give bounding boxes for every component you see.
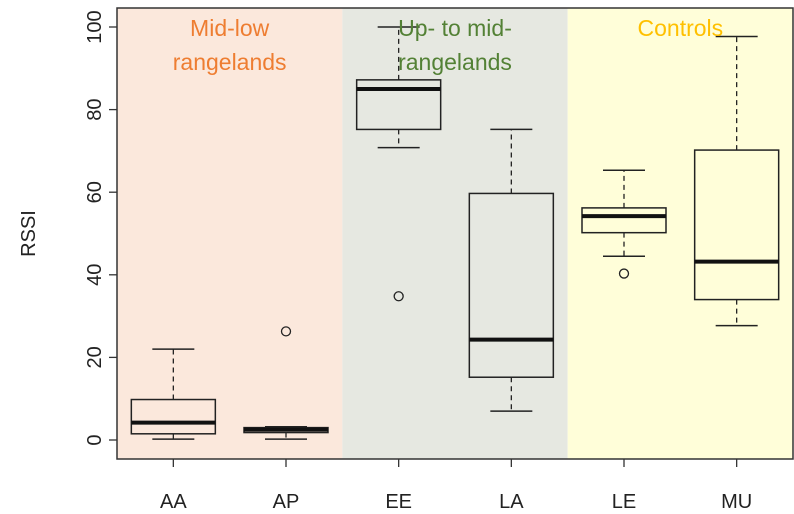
box-iqr [130, 398, 217, 435]
x-tick-label: EE [385, 491, 412, 513]
region-label: rangelands [398, 49, 512, 75]
x-tick-label: AP [273, 491, 300, 513]
region-labels: Mid-low rangelands Up- to mid-rangelands Co… [173, 15, 723, 75]
y-axis-title: RSSI [18, 210, 40, 257]
box-mu [693, 35, 780, 327]
outlier-point [393, 291, 404, 302]
region-label: Controls [638, 15, 724, 41]
x-tick-label: MU [721, 491, 752, 513]
y-tick-label: 60 [84, 181, 106, 203]
box-la [468, 128, 555, 412]
region-background [117, 8, 343, 459]
region-label: Up- to mid- [398, 15, 512, 41]
y-tick-label: 100 [84, 10, 106, 43]
region-backgrounds [117, 8, 793, 459]
x-tick-label: AA [160, 491, 187, 513]
box-ap [243, 326, 329, 440]
region-label: Mid-low [190, 15, 270, 41]
y-axis: 0 20 40 60 80 100 [84, 10, 117, 446]
y-tick-label: 80 [84, 98, 106, 120]
outlier-point [618, 268, 630, 279]
region-label: rangelands [173, 49, 287, 75]
box-iqr [355, 79, 442, 131]
boxplot-series [130, 26, 780, 440]
box-iqr [581, 207, 667, 234]
y-tick-label: 40 [84, 264, 106, 286]
box-iqr [468, 192, 555, 378]
y-tick-label: 0 [84, 434, 106, 445]
y-tick-label: 20 [84, 346, 106, 368]
x-tick-label: LA [499, 491, 524, 513]
x-tick-label: LE [612, 491, 636, 513]
region-background [567, 8, 793, 459]
plot-frame [116, 7, 794, 460]
region-background [342, 8, 568, 459]
box-ee [355, 26, 442, 302]
box-iqr [693, 149, 780, 301]
box-le [581, 169, 667, 279]
outlier-point [280, 326, 292, 337]
box-aa [130, 348, 217, 440]
x-axis: AA AP EE LA LE MU [160, 459, 752, 513]
